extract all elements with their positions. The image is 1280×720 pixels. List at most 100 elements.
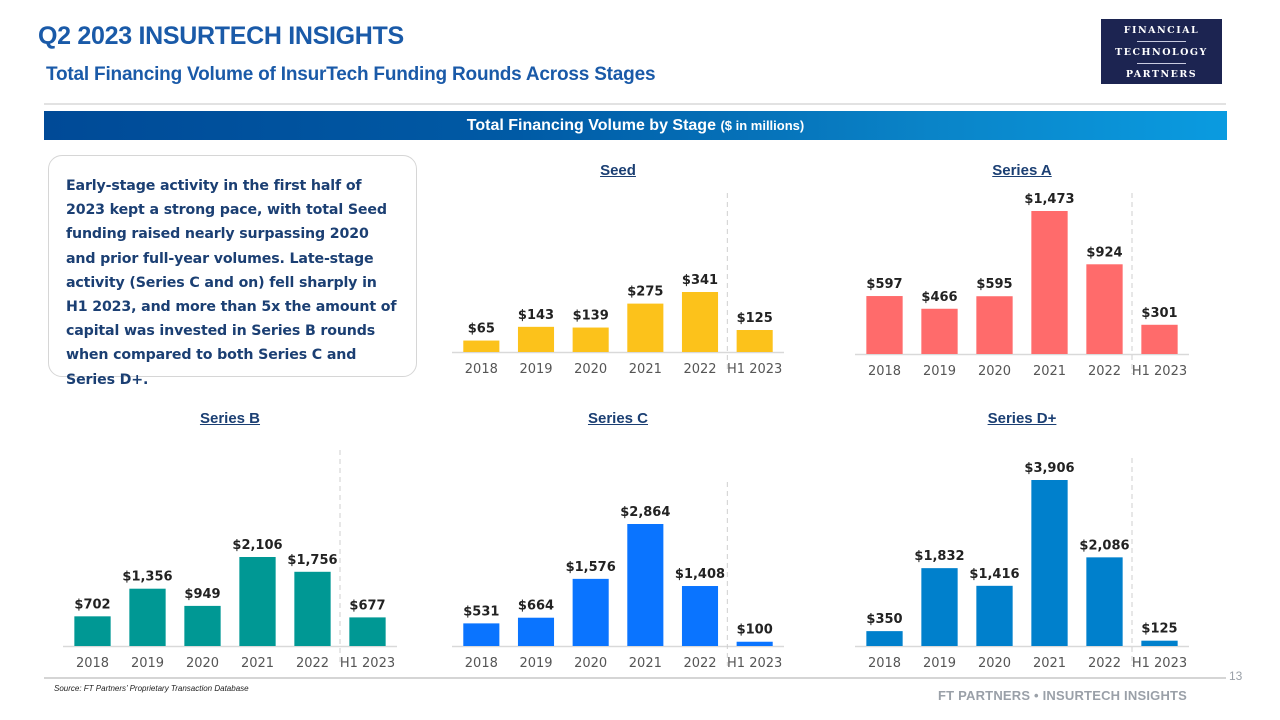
bar-2020 bbox=[572, 327, 609, 352]
data-label: $702 bbox=[74, 597, 110, 612]
x-tick-label: 2019 bbox=[519, 656, 552, 671]
chart-series-a: Series A $597 2018 $466 2019 $595 2020 $1,473 2… bbox=[855, 160, 1189, 390]
x-tick-label: 2018 bbox=[465, 362, 498, 377]
bar-2021 bbox=[1031, 480, 1068, 646]
data-label: $1,408 bbox=[675, 567, 725, 582]
x-tick-label: 2021 bbox=[241, 656, 274, 671]
data-label: $531 bbox=[463, 604, 499, 619]
bar-2020 bbox=[184, 605, 221, 646]
logo-line-2: TECHNOLOGY bbox=[1115, 47, 1208, 58]
chart-plot: $702 2018 $1,356 2019 $949 2020 $2,106 2021 $1,7… bbox=[63, 450, 397, 671]
data-label: $2,106 bbox=[232, 538, 282, 553]
chart-plot: $531 2018 $664 2019 $1,576 2020 $2,864 2021 $1,4… bbox=[452, 482, 784, 671]
x-tick-label: 2021 bbox=[1033, 364, 1066, 379]
chart-plot: $350 2018 $1,832 2019 $1,416 2020 $3,906 2021 $2… bbox=[855, 458, 1189, 671]
x-tick-label: 2022 bbox=[296, 656, 329, 671]
chart-title: Series D+ bbox=[987, 410, 1057, 427]
chart-seed: Seed $65 2018 $143 2019 $139 2020 $275 2021 $341… bbox=[452, 160, 784, 390]
bar-2019 bbox=[921, 308, 958, 354]
page-title: Q2 2023 INSURTECH INSIGHTS bbox=[38, 22, 404, 50]
data-label: $3,906 bbox=[1024, 461, 1074, 476]
x-tick-label: 2020 bbox=[574, 656, 607, 671]
data-label: $301 bbox=[1141, 306, 1177, 321]
logo-line-3: PARTNERS bbox=[1125, 69, 1198, 80]
bar-2019 bbox=[129, 588, 166, 646]
x-tick-label: H1 2023 bbox=[1132, 656, 1187, 671]
logo-line-1: FINANCIAL bbox=[1123, 25, 1200, 36]
chart-series-d-plus: Series D+ $350 2018 $1,832 2019 $1,416 2020 $3… bbox=[855, 408, 1189, 678]
chart-series-c: Series C $531 2018 $664 2019 $1,576 2020 $2,86… bbox=[452, 408, 784, 678]
data-label: $143 bbox=[518, 308, 554, 323]
data-label: $125 bbox=[1141, 622, 1177, 637]
x-tick-label: 2019 bbox=[923, 364, 956, 379]
bar-2022 bbox=[681, 292, 719, 352]
bar-h1-2023 bbox=[1141, 324, 1178, 354]
bar-2018 bbox=[866, 296, 903, 354]
x-tick-label: 2018 bbox=[868, 656, 901, 671]
x-tick-label: H1 2023 bbox=[727, 362, 782, 377]
data-label: $664 bbox=[518, 599, 554, 614]
page-number: 13 bbox=[1229, 669, 1243, 683]
logo-rule bbox=[1137, 63, 1186, 64]
x-tick-label: 2018 bbox=[868, 364, 901, 379]
data-label: $466 bbox=[921, 290, 957, 305]
bar-2019 bbox=[517, 617, 555, 646]
data-label: $65 bbox=[468, 322, 495, 337]
x-tick-label: 2021 bbox=[629, 656, 662, 671]
bar-2021 bbox=[1031, 211, 1068, 354]
bar-h1-2023 bbox=[736, 330, 773, 352]
footer-divider bbox=[44, 677, 1226, 679]
data-label: $597 bbox=[866, 277, 902, 292]
logo-rule bbox=[1137, 41, 1186, 42]
data-label: $949 bbox=[184, 587, 220, 602]
data-label: $1,576 bbox=[566, 560, 616, 575]
bar-2022 bbox=[1086, 264, 1123, 354]
x-tick-label: 2020 bbox=[978, 656, 1011, 671]
bar-2022 bbox=[294, 571, 331, 646]
section-banner: Total Financing Volume by Stage ($ in mi… bbox=[44, 111, 1227, 140]
chart-title: Series C bbox=[587, 410, 649, 427]
x-tick-label: H1 2023 bbox=[340, 656, 395, 671]
callout-text: Early-stage activity in the first half o… bbox=[66, 178, 397, 388]
x-tick-label: 2018 bbox=[76, 656, 109, 671]
data-label: $125 bbox=[737, 311, 773, 326]
page-subtitle: Total Financing Volume of InsurTech Fund… bbox=[46, 64, 656, 85]
x-tick-label: H1 2023 bbox=[1132, 364, 1187, 379]
bar-2018 bbox=[866, 631, 903, 646]
bar-2018 bbox=[463, 623, 500, 646]
data-label: $100 bbox=[737, 623, 773, 638]
x-tick-label: 2022 bbox=[1088, 364, 1121, 379]
x-tick-label: 2022 bbox=[1088, 656, 1121, 671]
data-label: $139 bbox=[573, 309, 609, 324]
data-label: $350 bbox=[866, 612, 902, 627]
x-tick-label: 2018 bbox=[465, 656, 498, 671]
data-label: $1,832 bbox=[914, 549, 964, 564]
data-label: $595 bbox=[976, 277, 1012, 292]
x-tick-label: 2021 bbox=[629, 362, 662, 377]
x-tick-label: 2022 bbox=[683, 656, 716, 671]
x-tick-label: 2020 bbox=[186, 656, 219, 671]
x-tick-label: 2020 bbox=[978, 364, 1011, 379]
bar-2019 bbox=[517, 326, 555, 352]
bar-2020 bbox=[572, 578, 609, 646]
x-tick-label: 2021 bbox=[1033, 656, 1066, 671]
data-label: $2,086 bbox=[1079, 538, 1129, 553]
x-tick-label: 2019 bbox=[923, 656, 956, 671]
bar-h1-2023 bbox=[736, 641, 773, 646]
source-note: Source: FT Partners’ Proprietary Transac… bbox=[54, 684, 249, 693]
bar-2018 bbox=[74, 616, 111, 646]
data-label: $1,356 bbox=[122, 570, 172, 585]
header-divider bbox=[44, 103, 1226, 105]
commentary-callout: Early-stage activity in the first half o… bbox=[48, 155, 417, 388]
bar-h1-2023 bbox=[349, 617, 386, 646]
bar-h1-2023 bbox=[1141, 640, 1178, 646]
data-label: $275 bbox=[627, 285, 663, 300]
x-tick-label: 2019 bbox=[131, 656, 164, 671]
data-label: $924 bbox=[1086, 245, 1122, 260]
bar-2022 bbox=[681, 586, 719, 646]
x-tick-label: 2022 bbox=[683, 362, 716, 377]
data-label: $1,756 bbox=[287, 553, 337, 568]
bar-2021 bbox=[239, 557, 276, 646]
chart-plot: $597 2018 $466 2019 $595 2020 $1,473 2021 $924 20… bbox=[855, 192, 1189, 379]
data-label: $1,416 bbox=[969, 567, 1019, 582]
